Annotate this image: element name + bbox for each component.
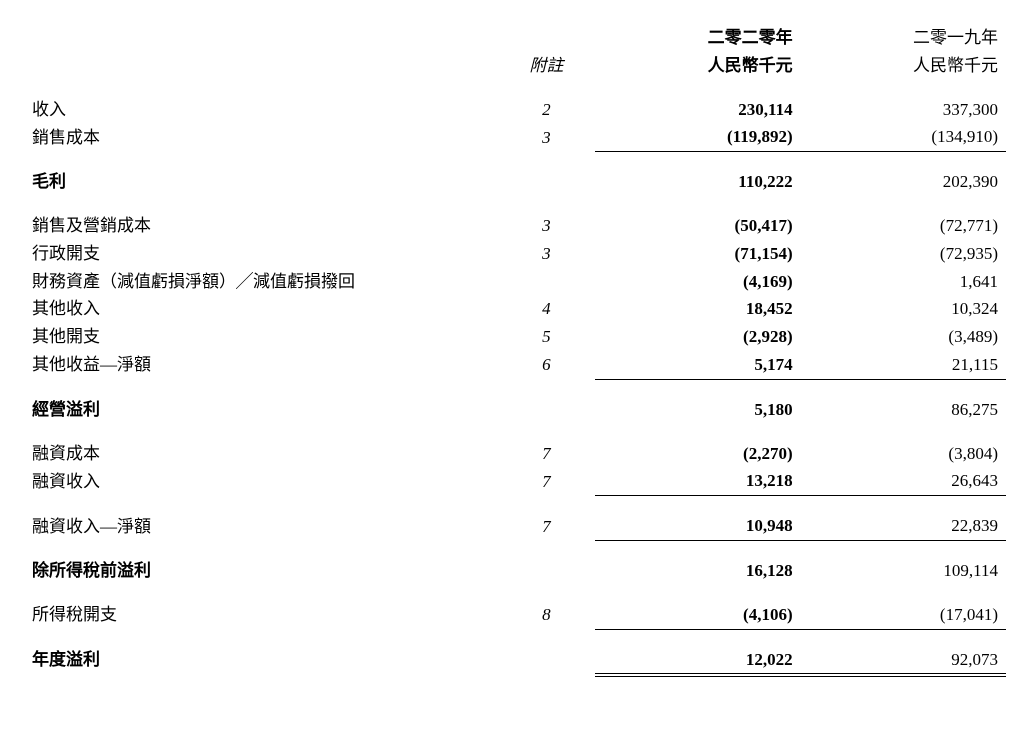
header-2020-year: 二零二零年 <box>595 24 800 52</box>
label-pbt: 除所得稅前溢利 <box>28 557 497 585</box>
label-gross-profit: 毛利 <box>28 168 497 196</box>
v2020-admin-exp: (71,154) <box>595 240 800 268</box>
row-admin-exp: 行政開支 3 (71,154) (72,935) <box>28 240 1006 268</box>
label-finance-cost: 融資成本 <box>28 440 497 468</box>
label-other-gain: 其他收益—淨額 <box>28 351 497 379</box>
v2020-finance-cost: (2,270) <box>595 440 800 468</box>
v2019-finance-cost: (3,804) <box>801 440 1006 468</box>
row-finance-income: 融資收入 7 13,218 26,643 <box>28 467 1006 495</box>
v2019-pbt: 109,114 <box>801 557 1006 585</box>
v2020-selling-exp: (50,417) <box>595 212 800 240</box>
v2019-finance-net: 22,839 <box>801 512 1006 540</box>
v2020-other-gain: 5,174 <box>595 351 800 379</box>
note-other-gain: 6 <box>497 351 595 379</box>
note-selling-exp: 3 <box>497 212 595 240</box>
note-tax: 8 <box>497 601 595 629</box>
header-2020-unit: 人民幣千元 <box>595 52 800 80</box>
row-tax: 所得稅開支 8 (4,106) (17,041) <box>28 601 1006 629</box>
v2020-impairment: (4,169) <box>595 268 800 296</box>
row-op-profit: 經營溢利 5,180 86,275 <box>28 396 1006 424</box>
v2020-pbt: 16,128 <box>595 557 800 585</box>
row-impairment: 財務資產（減值虧損淨額）╱減值虧損撥回 (4,169) 1,641 <box>28 268 1006 296</box>
v2019-other-expense: (3,489) <box>801 323 1006 351</box>
v2019-finance-income: 26,643 <box>801 467 1006 495</box>
label-impairment: 財務資產（減值虧損淨額）╱減值虧損撥回 <box>28 268 497 296</box>
row-pbt: 除所得稅前溢利 16,128 109,114 <box>28 557 1006 585</box>
v2019-selling-exp: (72,771) <box>801 212 1006 240</box>
v2019-tax: (17,041) <box>801 601 1006 629</box>
v2019-revenue: 337,300 <box>801 96 1006 124</box>
note-other-expense: 5 <box>497 323 595 351</box>
row-other-gain: 其他收益—淨額 6 5,174 21,115 <box>28 351 1006 379</box>
label-tax: 所得稅開支 <box>28 601 497 629</box>
note-other-income: 4 <box>497 295 595 323</box>
label-finance-net: 融資收入—淨額 <box>28 512 497 540</box>
v2019-admin-exp: (72,935) <box>801 240 1006 268</box>
label-finance-income: 融資收入 <box>28 467 497 495</box>
v2020-finance-income: 13,218 <box>595 467 800 495</box>
v2020-gross-profit: 110,222 <box>595 168 800 196</box>
v2019-impairment: 1,641 <box>801 268 1006 296</box>
v2020-revenue: 230,114 <box>595 96 800 124</box>
v2019-op-profit: 86,275 <box>801 396 1006 424</box>
row-selling-exp: 銷售及營銷成本 3 (50,417) (72,771) <box>28 212 1006 240</box>
v2019-net-profit: 92,073 <box>801 646 1006 674</box>
note-finance-net: 7 <box>497 512 595 540</box>
v2020-net-profit: 12,022 <box>595 646 800 674</box>
v2020-cost-of-sales: (119,892) <box>595 123 800 151</box>
v2019-gross-profit: 202,390 <box>801 168 1006 196</box>
row-cost-of-sales: 銷售成本 3 (119,892) (134,910) <box>28 123 1006 151</box>
row-finance-net: 融資收入—淨額 7 10,948 22,839 <box>28 512 1006 540</box>
row-other-expense: 其他開支 5 (2,928) (3,489) <box>28 323 1006 351</box>
row-gross-profit: 毛利 110,222 202,390 <box>28 168 1006 196</box>
label-cost-of-sales: 銷售成本 <box>28 123 497 151</box>
label-net-profit: 年度溢利 <box>28 646 497 674</box>
header-note-label: 附註 <box>497 52 595 80</box>
v2020-finance-net: 10,948 <box>595 512 800 540</box>
label-selling-exp: 銷售及營銷成本 <box>28 212 497 240</box>
note-admin-exp: 3 <box>497 240 595 268</box>
label-other-expense: 其他開支 <box>28 323 497 351</box>
label-revenue: 收入 <box>28 96 497 124</box>
v2019-other-gain: 21,115 <box>801 351 1006 379</box>
row-finance-cost: 融資成本 7 (2,270) (3,804) <box>28 440 1006 468</box>
row-revenue: 收入 2 230,114 337,300 <box>28 96 1006 124</box>
header-row-1: 二零二零年 二零一九年 <box>28 24 1006 52</box>
row-other-income: 其他收入 4 18,452 10,324 <box>28 295 1006 323</box>
v2020-tax: (4,106) <box>595 601 800 629</box>
note-finance-cost: 7 <box>497 440 595 468</box>
label-admin-exp: 行政開支 <box>28 240 497 268</box>
v2020-other-expense: (2,928) <box>595 323 800 351</box>
note-cost-of-sales: 3 <box>497 123 595 151</box>
note-revenue: 2 <box>497 96 595 124</box>
label-other-income: 其他收入 <box>28 295 497 323</box>
income-statement-table: 二零二零年 二零一九年 附註 人民幣千元 人民幣千元 收入 2 230,114 … <box>28 24 1006 682</box>
v2020-other-income: 18,452 <box>595 295 800 323</box>
header-2019-unit: 人民幣千元 <box>801 52 1006 80</box>
note-finance-income: 7 <box>497 467 595 495</box>
v2019-other-income: 10,324 <box>801 295 1006 323</box>
v2020-op-profit: 5,180 <box>595 396 800 424</box>
v2019-cost-of-sales: (134,910) <box>801 123 1006 151</box>
header-row-2: 附註 人民幣千元 人民幣千元 <box>28 52 1006 80</box>
row-net-profit: 年度溢利 12,022 92,073 <box>28 646 1006 674</box>
label-op-profit: 經營溢利 <box>28 396 497 424</box>
header-2019-year: 二零一九年 <box>801 24 1006 52</box>
